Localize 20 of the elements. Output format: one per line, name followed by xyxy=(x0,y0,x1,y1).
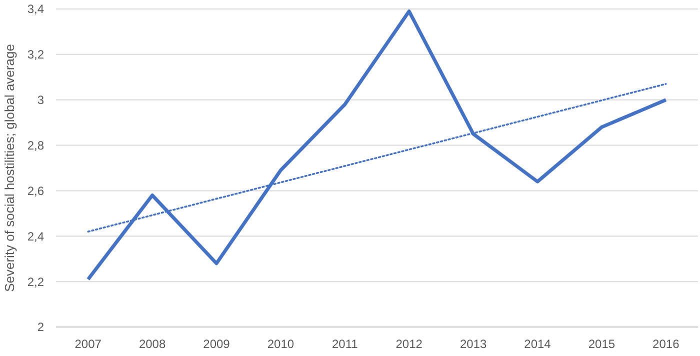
x-tick-label: 2009 xyxy=(203,337,230,351)
x-tick-label: 2007 xyxy=(74,337,102,351)
y-tick-label: 3,2 xyxy=(27,48,44,62)
x-tick-label: 2011 xyxy=(332,337,358,351)
x-tick-label: 2013 xyxy=(460,337,487,351)
y-axis-title: Severity of social hostilities; global average xyxy=(2,44,17,292)
y-tick-label: 2,4 xyxy=(27,229,44,244)
x-tick-label: 2008 xyxy=(138,337,166,351)
x-tick-label: 2010 xyxy=(267,337,294,351)
line-series xyxy=(86,10,668,282)
x-tick-label: 2015 xyxy=(588,337,616,351)
x-tick-label: 2012 xyxy=(396,337,423,351)
x-tick-label: 2014 xyxy=(524,337,552,351)
y-tick-label: 2,6 xyxy=(27,184,44,198)
x-tick-label: 2016 xyxy=(652,337,680,351)
y-tick-label: 3,4 xyxy=(27,2,44,16)
y-tick-label: 2,8 xyxy=(27,138,44,152)
y-tick-label: 2 xyxy=(37,320,44,334)
y-tick-label: 3 xyxy=(37,93,44,108)
y-tick-label: 2,2 xyxy=(27,274,44,289)
